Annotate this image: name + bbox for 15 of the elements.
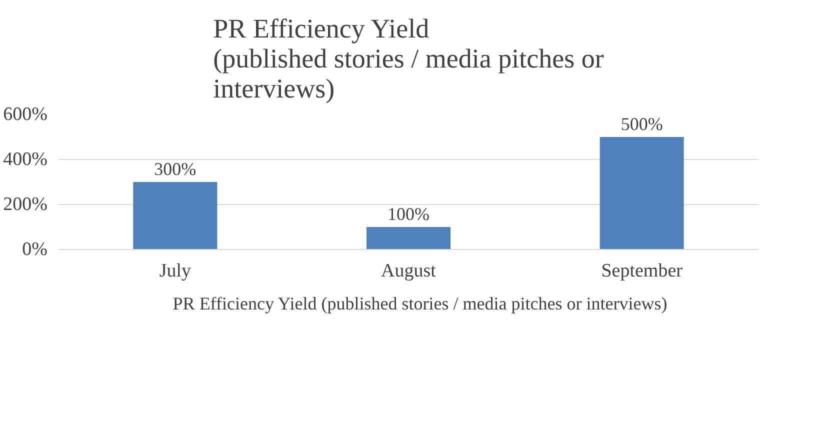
x-tick-label: September	[601, 260, 684, 282]
data-label: 100%	[388, 204, 430, 224]
x-tick-label: August	[381, 260, 437, 282]
y-tick-label: 600%	[3, 104, 48, 125]
data-label: 300%	[154, 159, 196, 179]
y-tick-label: 400%	[3, 149, 48, 170]
bar	[133, 182, 218, 250]
x-tick-label: July	[159, 260, 192, 282]
bar	[600, 137, 684, 250]
chart-title: PR Efficiency Yield (published stories / media pitches or interviews)	[213, 14, 604, 104]
y-tick-label: 0%	[22, 239, 48, 260]
bar	[366, 227, 450, 250]
text: PR Efficiency Yield (published stories / media pitches or interviews)	[172, 294, 668, 314]
y-tick-label: 200%	[3, 194, 48, 215]
data-label: 500%	[620, 114, 663, 134]
